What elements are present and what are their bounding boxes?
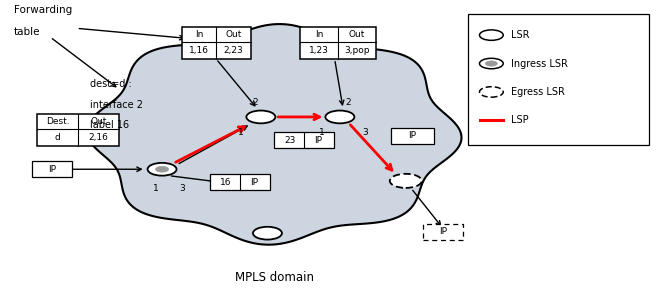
Circle shape bbox=[480, 30, 503, 40]
Text: Egress LSR: Egress LSR bbox=[511, 87, 565, 97]
Circle shape bbox=[390, 174, 422, 188]
Text: Dest.: Dest. bbox=[46, 117, 69, 126]
Text: 3,pop: 3,pop bbox=[345, 46, 370, 55]
Circle shape bbox=[253, 227, 282, 239]
Text: IP: IP bbox=[249, 178, 258, 187]
Text: IP: IP bbox=[440, 227, 447, 236]
FancyBboxPatch shape bbox=[274, 132, 333, 148]
Text: table: table bbox=[14, 27, 40, 37]
Text: 2,16: 2,16 bbox=[88, 133, 109, 142]
Text: Ingress LSR: Ingress LSR bbox=[511, 58, 568, 69]
Circle shape bbox=[486, 61, 497, 66]
Text: LSP: LSP bbox=[511, 115, 529, 125]
Circle shape bbox=[148, 163, 176, 176]
Text: In: In bbox=[315, 30, 323, 39]
Circle shape bbox=[480, 58, 503, 69]
Polygon shape bbox=[86, 24, 461, 245]
FancyBboxPatch shape bbox=[391, 128, 434, 144]
Text: Forwarding: Forwarding bbox=[14, 5, 72, 15]
Text: 1: 1 bbox=[238, 128, 244, 137]
Circle shape bbox=[480, 87, 503, 97]
Text: 1,16: 1,16 bbox=[189, 46, 209, 55]
Text: 1: 1 bbox=[152, 184, 158, 193]
FancyBboxPatch shape bbox=[210, 174, 270, 190]
Text: Out: Out bbox=[90, 117, 107, 126]
Circle shape bbox=[156, 166, 168, 172]
FancyBboxPatch shape bbox=[423, 224, 463, 239]
FancyBboxPatch shape bbox=[32, 161, 72, 177]
Text: 16: 16 bbox=[220, 178, 232, 187]
Text: IP: IP bbox=[48, 165, 56, 174]
Circle shape bbox=[246, 111, 275, 123]
Text: 3: 3 bbox=[179, 184, 185, 193]
Circle shape bbox=[325, 111, 354, 123]
Text: 2,23: 2,23 bbox=[224, 46, 244, 55]
Text: In: In bbox=[195, 30, 203, 39]
Text: d: d bbox=[55, 133, 60, 142]
Text: MPLS domain: MPLS domain bbox=[234, 271, 314, 284]
Text: LSR: LSR bbox=[511, 30, 529, 40]
Text: label 16: label 16 bbox=[90, 120, 129, 130]
Text: IP: IP bbox=[409, 131, 416, 140]
Text: IP: IP bbox=[314, 136, 321, 145]
FancyBboxPatch shape bbox=[37, 114, 119, 146]
Text: 2: 2 bbox=[253, 98, 258, 107]
FancyBboxPatch shape bbox=[469, 14, 649, 145]
Text: interface 2: interface 2 bbox=[90, 100, 143, 110]
Text: 3: 3 bbox=[362, 128, 368, 137]
Text: Out: Out bbox=[226, 30, 242, 39]
Text: 23: 23 bbox=[284, 136, 295, 145]
Text: 2: 2 bbox=[345, 98, 350, 107]
Text: 1,23: 1,23 bbox=[310, 46, 329, 55]
Text: Out: Out bbox=[349, 30, 366, 39]
FancyBboxPatch shape bbox=[182, 27, 251, 59]
Text: dest=d :: dest=d : bbox=[90, 79, 131, 89]
FancyBboxPatch shape bbox=[300, 27, 376, 59]
Text: 1: 1 bbox=[319, 128, 324, 137]
